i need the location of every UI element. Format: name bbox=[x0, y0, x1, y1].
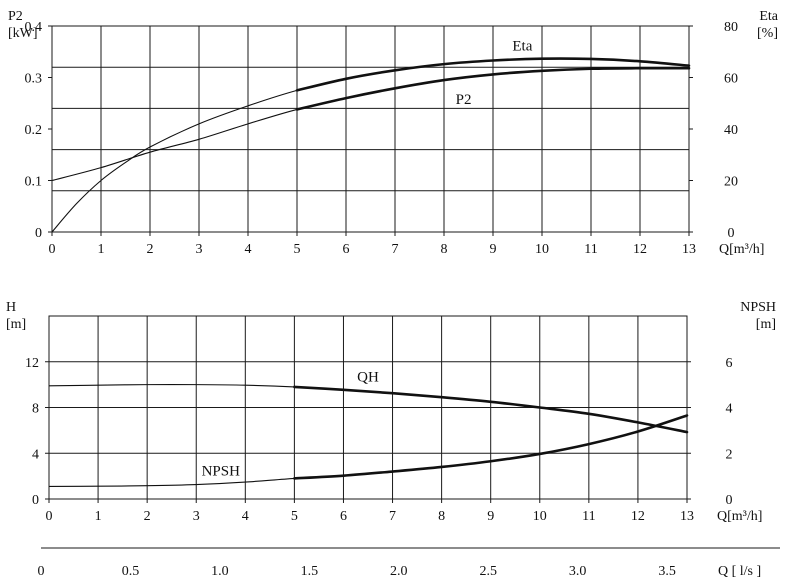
x-tick-label: 9 bbox=[490, 242, 497, 257]
x-tick-label: 8 bbox=[438, 509, 445, 524]
x-tick-label: 10 bbox=[535, 242, 549, 257]
x-tick-label: 3 bbox=[196, 242, 203, 257]
ls-axis-label: Q [ l/s ] bbox=[718, 564, 761, 579]
right-tick-label: 60 bbox=[724, 72, 738, 87]
right-tick-label: 80 bbox=[724, 20, 738, 35]
right-tick-label: 2 bbox=[726, 447, 733, 462]
plot-frame bbox=[51, 25, 690, 233]
left-tick-label: 0.4 bbox=[25, 20, 43, 35]
x-axis-label: Q[m³/h] bbox=[719, 242, 764, 257]
right-tick-label: 0 bbox=[728, 226, 735, 241]
left-axis-unit: [kW] bbox=[8, 26, 38, 41]
x-tick-label: 12 bbox=[631, 509, 645, 524]
x-tick-label: 6 bbox=[340, 509, 347, 524]
series-line-p2 bbox=[51, 67, 690, 182]
x-tick-label: 13 bbox=[680, 509, 694, 524]
series-label-qh: QH bbox=[357, 369, 379, 385]
right-tick-label: 0 bbox=[726, 493, 733, 508]
left-axis-title: P2 bbox=[8, 9, 23, 24]
ls-tick-label: 2.0 bbox=[390, 564, 408, 579]
power-efficiency-chart: 0 1 2 3 4 5 6 7 8 9 10 11 12 13 Q[m³/h]00.10.20.30.402… bbox=[8, 9, 779, 257]
series-line-qh-operating-range bbox=[293, 385, 689, 434]
ls-tick-label: 1.5 bbox=[301, 564, 319, 579]
x-tick-label: 7 bbox=[392, 242, 399, 257]
x-tick-label: 0 bbox=[49, 242, 56, 257]
left-tick-label: 0.1 bbox=[25, 175, 43, 190]
x-tick-label: 2 bbox=[147, 242, 154, 257]
series-line-npsh-operating-range bbox=[293, 414, 689, 480]
right-tick-label: 6 bbox=[726, 356, 733, 371]
x-tick-label: 7 bbox=[389, 509, 396, 524]
series-label-npsh: NPSH bbox=[202, 463, 241, 479]
series-line-p2-operating-range bbox=[295, 66, 691, 111]
left-tick-label: 0 bbox=[32, 493, 39, 508]
series-line-npsh bbox=[48, 414, 688, 487]
series-line-eta-operating-range bbox=[295, 57, 691, 92]
head-npsh-chart: 0 1 2 3 4 5 6 7 8 9 10 11 12 13 Q[m³/h]048120246H[m]NP… bbox=[6, 300, 776, 524]
left-axis-title: H bbox=[6, 300, 16, 315]
right-tick-label: 40 bbox=[724, 123, 738, 138]
x-tick-label: 12 bbox=[633, 242, 647, 257]
right-axis-unit: [m] bbox=[756, 317, 776, 332]
x-tick-label: 0 bbox=[46, 509, 53, 524]
left-tick-label: 0.2 bbox=[25, 123, 43, 138]
x-tick-label: 9 bbox=[487, 509, 494, 524]
x-tick-label: 8 bbox=[441, 242, 448, 257]
x-tick-label: 1 bbox=[95, 509, 102, 524]
right-axis-title: Eta bbox=[759, 9, 778, 24]
x-tick-label: 4 bbox=[242, 509, 249, 524]
left-tick-label: 8 bbox=[32, 402, 39, 417]
series-label-p2: P2 bbox=[456, 92, 472, 108]
ls-tick-label: 2.5 bbox=[479, 564, 497, 579]
x-tick-label: 5 bbox=[291, 509, 298, 524]
left-tick-label: 12 bbox=[25, 356, 39, 371]
ls-tick-label: 3.5 bbox=[658, 564, 676, 579]
x-tick-label: 11 bbox=[582, 509, 595, 524]
ls-tick-label: 1.0 bbox=[211, 564, 229, 579]
x-axis-label: Q[m³/h] bbox=[717, 509, 762, 524]
ls-tick-label: 0 bbox=[38, 564, 45, 579]
right-axis-title: NPSH bbox=[740, 300, 776, 315]
ls-tick-label: 3.0 bbox=[569, 564, 587, 579]
ls-tick-label: 0.5 bbox=[122, 564, 140, 579]
x-tick-label: 4 bbox=[245, 242, 252, 257]
x-tick-label: 5 bbox=[294, 242, 301, 257]
x-tick-label: 3 bbox=[193, 509, 200, 524]
right-tick-label: 20 bbox=[724, 175, 738, 190]
right-axis-unit: [%] bbox=[757, 26, 778, 41]
left-tick-label: 0 bbox=[35, 226, 42, 241]
left-tick-label: 0.3 bbox=[25, 72, 43, 87]
left-axis-unit: [m] bbox=[6, 317, 26, 332]
flow-ls-axis: 0 0.5 1.0 1.5 2.0 2.5 3.0 3.5 Q [ l/s ] bbox=[38, 547, 780, 579]
x-tick-label: 13 bbox=[682, 242, 696, 257]
x-tick-label: 2 bbox=[144, 509, 151, 524]
x-tick-label: 11 bbox=[584, 242, 597, 257]
x-tick-label: 6 bbox=[343, 242, 350, 257]
series-label-eta: Eta bbox=[512, 38, 532, 54]
left-tick-label: 4 bbox=[32, 447, 39, 462]
right-tick-label: 4 bbox=[726, 402, 733, 417]
series-line-eta bbox=[51, 58, 690, 233]
x-tick-label: 10 bbox=[533, 509, 547, 524]
x-tick-label: 1 bbox=[98, 242, 105, 257]
